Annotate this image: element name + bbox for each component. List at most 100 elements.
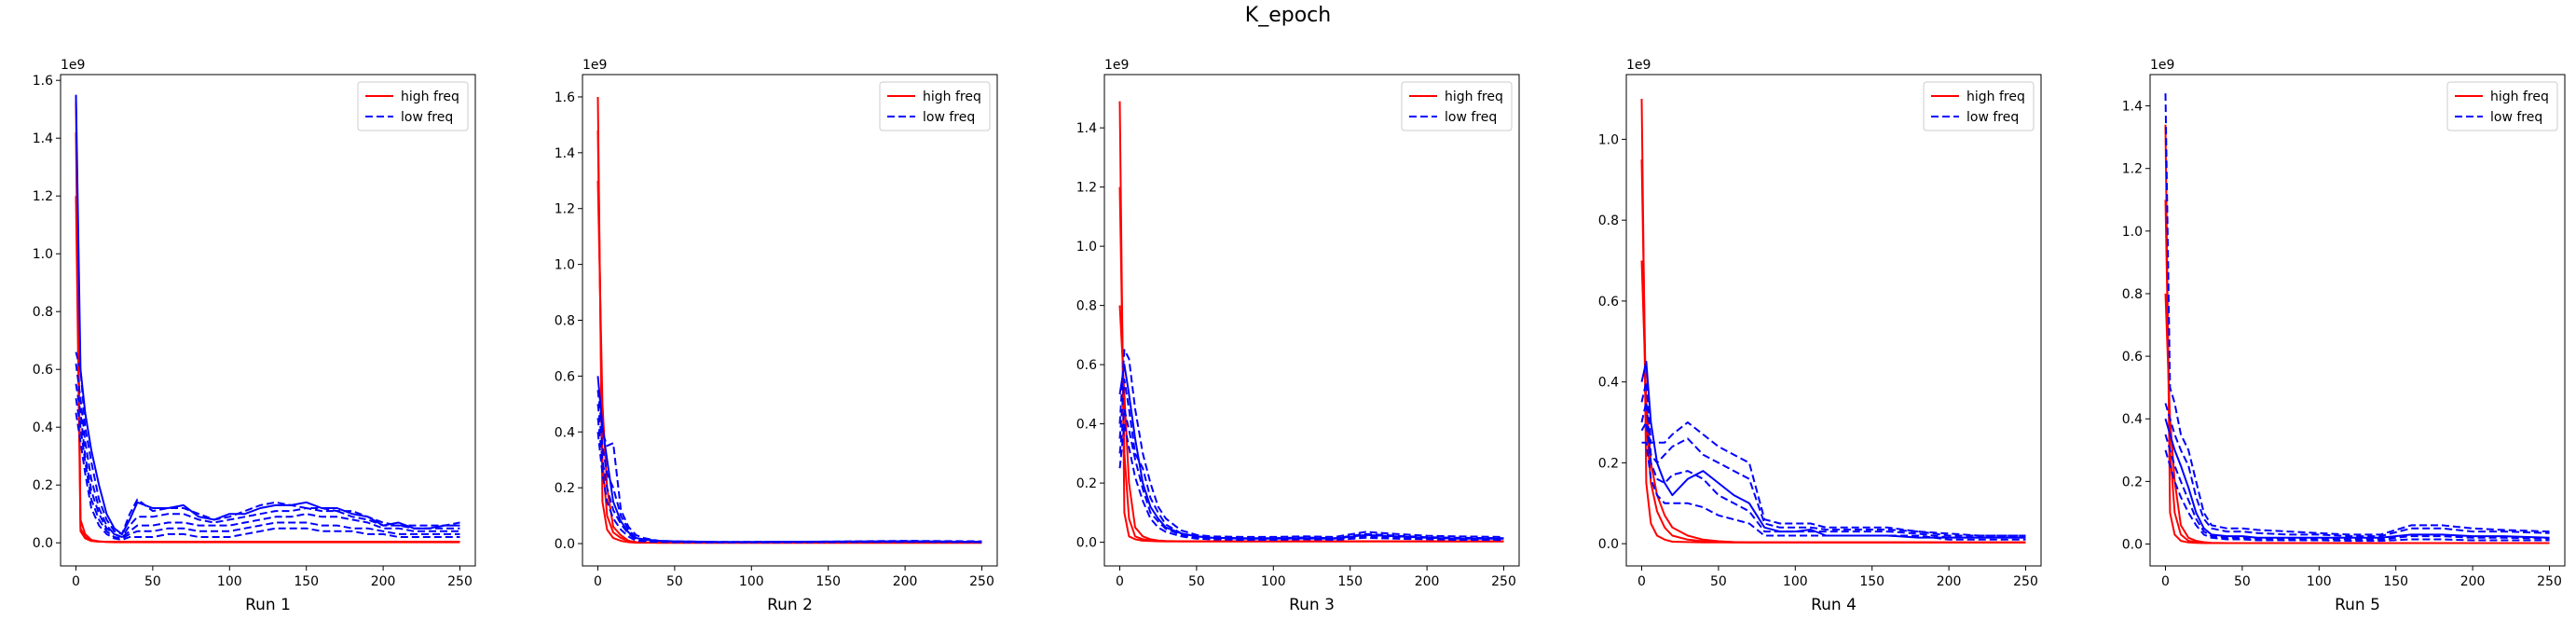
- series-line-high-freq-1: [75, 131, 460, 544]
- x-tick: 150: [1859, 566, 1884, 589]
- x-tick: 0: [594, 566, 602, 589]
- x-tick: 0: [2161, 566, 2170, 589]
- y-tick-label: 0.2: [1076, 476, 1097, 491]
- y-tick: 0.8: [2122, 287, 2150, 302]
- x-tick-label: 150: [1859, 574, 1884, 589]
- x-tick-label: 50: [1188, 574, 1205, 589]
- x-tick: 150: [294, 566, 319, 589]
- y-tick: 0.6: [1598, 295, 1626, 310]
- subplot-run-1: 0 50 100 150 200 250 0.0 0.2 0.4 0.6 0.8 1.0 1.2 1.4 1…: [33, 58, 476, 614]
- y-tick: 0.6: [555, 369, 582, 384]
- x-tick: 50: [2234, 566, 2251, 589]
- y-tick: 0.4: [1076, 418, 1104, 433]
- series-line-low-freq-3: [75, 94, 460, 535]
- series-line-low-freq-4: [1640, 380, 2026, 537]
- x-tick-label: 50: [144, 574, 161, 589]
- x-tick-label: 50: [1710, 574, 1727, 589]
- y-offset-label: 1e9: [582, 58, 607, 73]
- legend-box: [1401, 81, 1513, 131]
- x-tick-label: 0: [2161, 574, 2170, 589]
- series-line-low-freq-3: [2164, 93, 2550, 536]
- series-line-low-freq-6: [1640, 421, 2026, 539]
- x-tick-label: 150: [294, 574, 319, 589]
- axes-frame: [2149, 74, 2566, 567]
- series-group: [75, 94, 460, 544]
- legend: high freq low freq: [1401, 81, 1513, 131]
- y-tick: 0.8: [555, 314, 582, 329]
- axes-frame: [582, 74, 998, 567]
- series-line-low-freq-6: [596, 418, 982, 544]
- y-tick-label: 1.6: [33, 74, 53, 89]
- series-line-high-freq-2: [1118, 305, 1504, 543]
- y-tick: 1.6: [555, 90, 582, 105]
- y-tick: 1.2: [1076, 181, 1104, 196]
- x-tick: 150: [1337, 566, 1363, 589]
- y-tick-label: 0.8: [33, 305, 53, 320]
- x-tick: 0: [1116, 566, 1124, 589]
- x-tick: 250: [969, 566, 994, 589]
- y-tick-label: 0.0: [1076, 536, 1097, 551]
- y-tick-label: 1.4: [1076, 121, 1097, 136]
- legend-label: high freq: [401, 90, 459, 104]
- x-tick-label: 250: [2537, 574, 2562, 589]
- x-tick: 200: [893, 566, 918, 589]
- series-line-low-freq-5: [2164, 418, 2550, 539]
- x-axis-label: Run 2: [767, 596, 813, 614]
- y-tick: 1.0: [1076, 240, 1104, 255]
- x-tick: 150: [2383, 566, 2408, 589]
- x-tick: 50: [1710, 566, 1727, 589]
- y-tick-label: 0.8: [1598, 214, 1619, 228]
- x-axis-label: Run 5: [2335, 596, 2380, 614]
- y-tick: 0.2: [33, 478, 61, 493]
- x-axis-label: Run 3: [1289, 596, 1335, 614]
- series-group: [1640, 98, 2026, 544]
- legend-label: low freq: [923, 110, 975, 125]
- y-tick-label: 0.2: [33, 478, 53, 493]
- y-tick-label: 0.6: [1076, 358, 1097, 373]
- y-tick: 1.4: [1076, 121, 1104, 136]
- y-tick-label: 0.4: [1076, 418, 1097, 433]
- y-tick-label: 0.0: [555, 537, 575, 552]
- y-tick-label: 0.0: [2122, 538, 2143, 553]
- y-tick-label: 0.2: [2122, 475, 2143, 489]
- legend-label: low freq: [401, 110, 453, 125]
- x-tick-label: 0: [1116, 574, 1124, 589]
- series-line-high-freq-2: [2164, 293, 2550, 544]
- series-line-low-freq-3: [596, 376, 982, 544]
- series-line-low-freq-7: [1118, 422, 1504, 542]
- series-group: [1118, 101, 1504, 543]
- y-tick: 0.8: [1598, 214, 1626, 228]
- series-group: [596, 96, 982, 544]
- series-line-high-freq-0: [596, 96, 982, 544]
- y-tick: 0.2: [2122, 475, 2150, 489]
- x-tick: 250: [2537, 566, 2562, 589]
- x-tick: 50: [1188, 566, 1205, 589]
- y-tick-label: 0.6: [2122, 350, 2143, 365]
- series-line-low-freq-6: [2164, 434, 2550, 541]
- y-tick: 1.6: [33, 74, 61, 89]
- legend-box: [2446, 81, 2558, 131]
- y-tick-label: 1.2: [555, 202, 575, 217]
- y-tick: 0.0: [1598, 537, 1626, 552]
- y-tick: 0.8: [1076, 299, 1104, 314]
- y-tick: 0.6: [1076, 358, 1104, 373]
- y-tick-label: 0.4: [1598, 376, 1619, 391]
- subplot-run-2: 0 50 100 150 200 250 0.0 0.2 0.4 0.6 0.8 1.0 1.2 1.4 1…: [555, 58, 998, 614]
- x-tick-label: 100: [2307, 574, 2332, 589]
- legend-label: high freq: [1966, 90, 2025, 104]
- axes-frame: [1103, 74, 1520, 567]
- series-line-low-freq-5: [1640, 401, 2026, 537]
- y-tick-label: 0.6: [555, 369, 575, 384]
- y-tick-label: 0.6: [1598, 295, 1619, 310]
- legend: high freq low freq: [2446, 81, 2558, 131]
- y-tick-label: 0.0: [33, 536, 53, 551]
- y-tick: 1.0: [1598, 132, 1626, 147]
- y-tick: 1.4: [2122, 100, 2150, 115]
- y-tick: 0.0: [555, 537, 582, 552]
- y-tick-label: 1.0: [2122, 225, 2143, 240]
- series-line-low-freq-4: [75, 351, 460, 535]
- axes-frame: [1625, 74, 2042, 567]
- y-tick: 0.0: [33, 536, 61, 551]
- legend: high freq low freq: [1923, 81, 2035, 131]
- x-tick-label: 200: [893, 574, 918, 589]
